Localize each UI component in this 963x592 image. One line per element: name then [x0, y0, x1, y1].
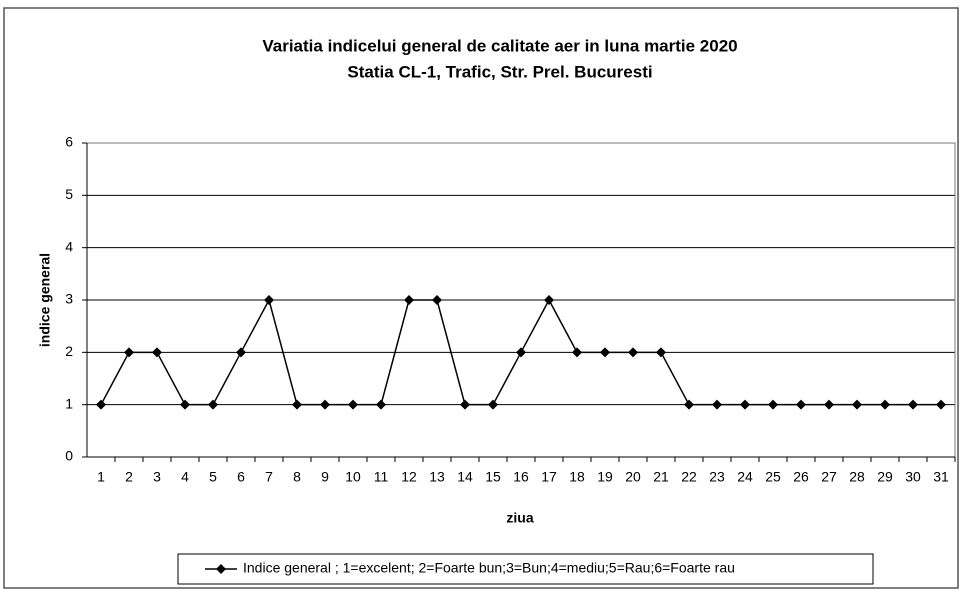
x-tick-label: 31 — [933, 469, 949, 485]
legend-box — [177, 553, 874, 585]
x-tick-label: 11 — [374, 469, 389, 485]
x-tick-label: 30 — [905, 469, 921, 485]
data-point — [824, 399, 834, 410]
data-point — [124, 347, 134, 358]
x-tick-label: 10 — [345, 469, 361, 485]
x-tick-label: 19 — [597, 469, 613, 485]
y-axis-title: indice general — [37, 253, 53, 347]
data-point — [572, 347, 582, 358]
data-point — [936, 399, 946, 410]
x-tick-label: 13 — [429, 469, 445, 485]
data-point — [348, 399, 358, 410]
x-tick-label: 25 — [765, 469, 781, 485]
data-point — [880, 399, 890, 410]
data-point — [292, 399, 302, 410]
chart-frame — [3, 7, 959, 589]
x-tick-label: 8 — [293, 469, 301, 485]
x-tick-label: 16 — [513, 469, 529, 485]
data-point — [208, 399, 218, 410]
data-point — [796, 399, 806, 410]
data-point — [96, 399, 106, 410]
x-tick-label: 1 — [97, 469, 105, 485]
data-point — [908, 399, 918, 410]
y-tick-label: 6 — [65, 134, 73, 150]
x-tick-label: 15 — [485, 469, 501, 485]
data-point — [852, 399, 862, 410]
data-point — [600, 347, 610, 358]
x-tick-label: 26 — [793, 469, 809, 485]
data-point — [656, 347, 666, 358]
data-point — [180, 399, 190, 410]
data-point — [320, 399, 330, 410]
x-axis-title: ziua — [506, 510, 533, 526]
x-tick-label: 6 — [237, 469, 245, 485]
chart-title: Variatia indicelui general de calitate a… — [262, 36, 737, 55]
y-tick-label: 4 — [65, 238, 73, 254]
data-point — [264, 295, 274, 305]
x-tick-label: 3 — [153, 469, 161, 485]
data-point — [712, 399, 722, 410]
x-tick-label: 24 — [737, 469, 753, 485]
y-tick-label: 0 — [65, 448, 73, 464]
x-tick-label: 14 — [457, 469, 473, 485]
legend-label: Indice general ; 1=excelent; 2=Foarte bu… — [243, 560, 735, 576]
x-tick-label: 2 — [125, 469, 133, 485]
chart-subtitle: Statia CL-1, Trafic, Str. Prel. Bucurest… — [347, 62, 652, 81]
legend-marker — [216, 564, 226, 574]
data-point — [544, 295, 554, 305]
data-point — [488, 399, 498, 410]
y-tick-label: 5 — [65, 186, 73, 202]
x-tick-label: 28 — [849, 469, 865, 485]
x-tick-label: 20 — [625, 469, 641, 485]
data-point — [684, 399, 694, 410]
data-point — [236, 347, 246, 358]
data-point — [432, 295, 442, 305]
data-point — [740, 399, 750, 410]
x-tick-label: 23 — [709, 469, 725, 485]
data-point — [376, 399, 386, 410]
x-tick-label: 29 — [877, 469, 893, 485]
data-point — [152, 347, 162, 358]
data-point — [516, 347, 526, 358]
y-tick-label: 2 — [65, 343, 73, 359]
x-tick-label: 5 — [209, 469, 217, 485]
x-tick-label: 9 — [321, 469, 329, 485]
x-tick-label: 17 — [541, 469, 557, 485]
data-point — [628, 347, 638, 358]
x-tick-label: 4 — [181, 469, 189, 485]
y-tick-label: 1 — [65, 395, 73, 411]
x-tick-label: 18 — [569, 469, 585, 485]
x-tick-label: 22 — [681, 469, 697, 485]
x-tick-label: 27 — [821, 469, 837, 485]
x-tick-label: 12 — [401, 469, 417, 485]
data-point — [460, 399, 470, 410]
x-tick-label: 7 — [265, 469, 273, 485]
y-tick-label: 3 — [65, 291, 73, 307]
x-tick-label: 21 — [653, 469, 669, 485]
data-point — [768, 399, 778, 410]
data-point — [404, 295, 414, 305]
